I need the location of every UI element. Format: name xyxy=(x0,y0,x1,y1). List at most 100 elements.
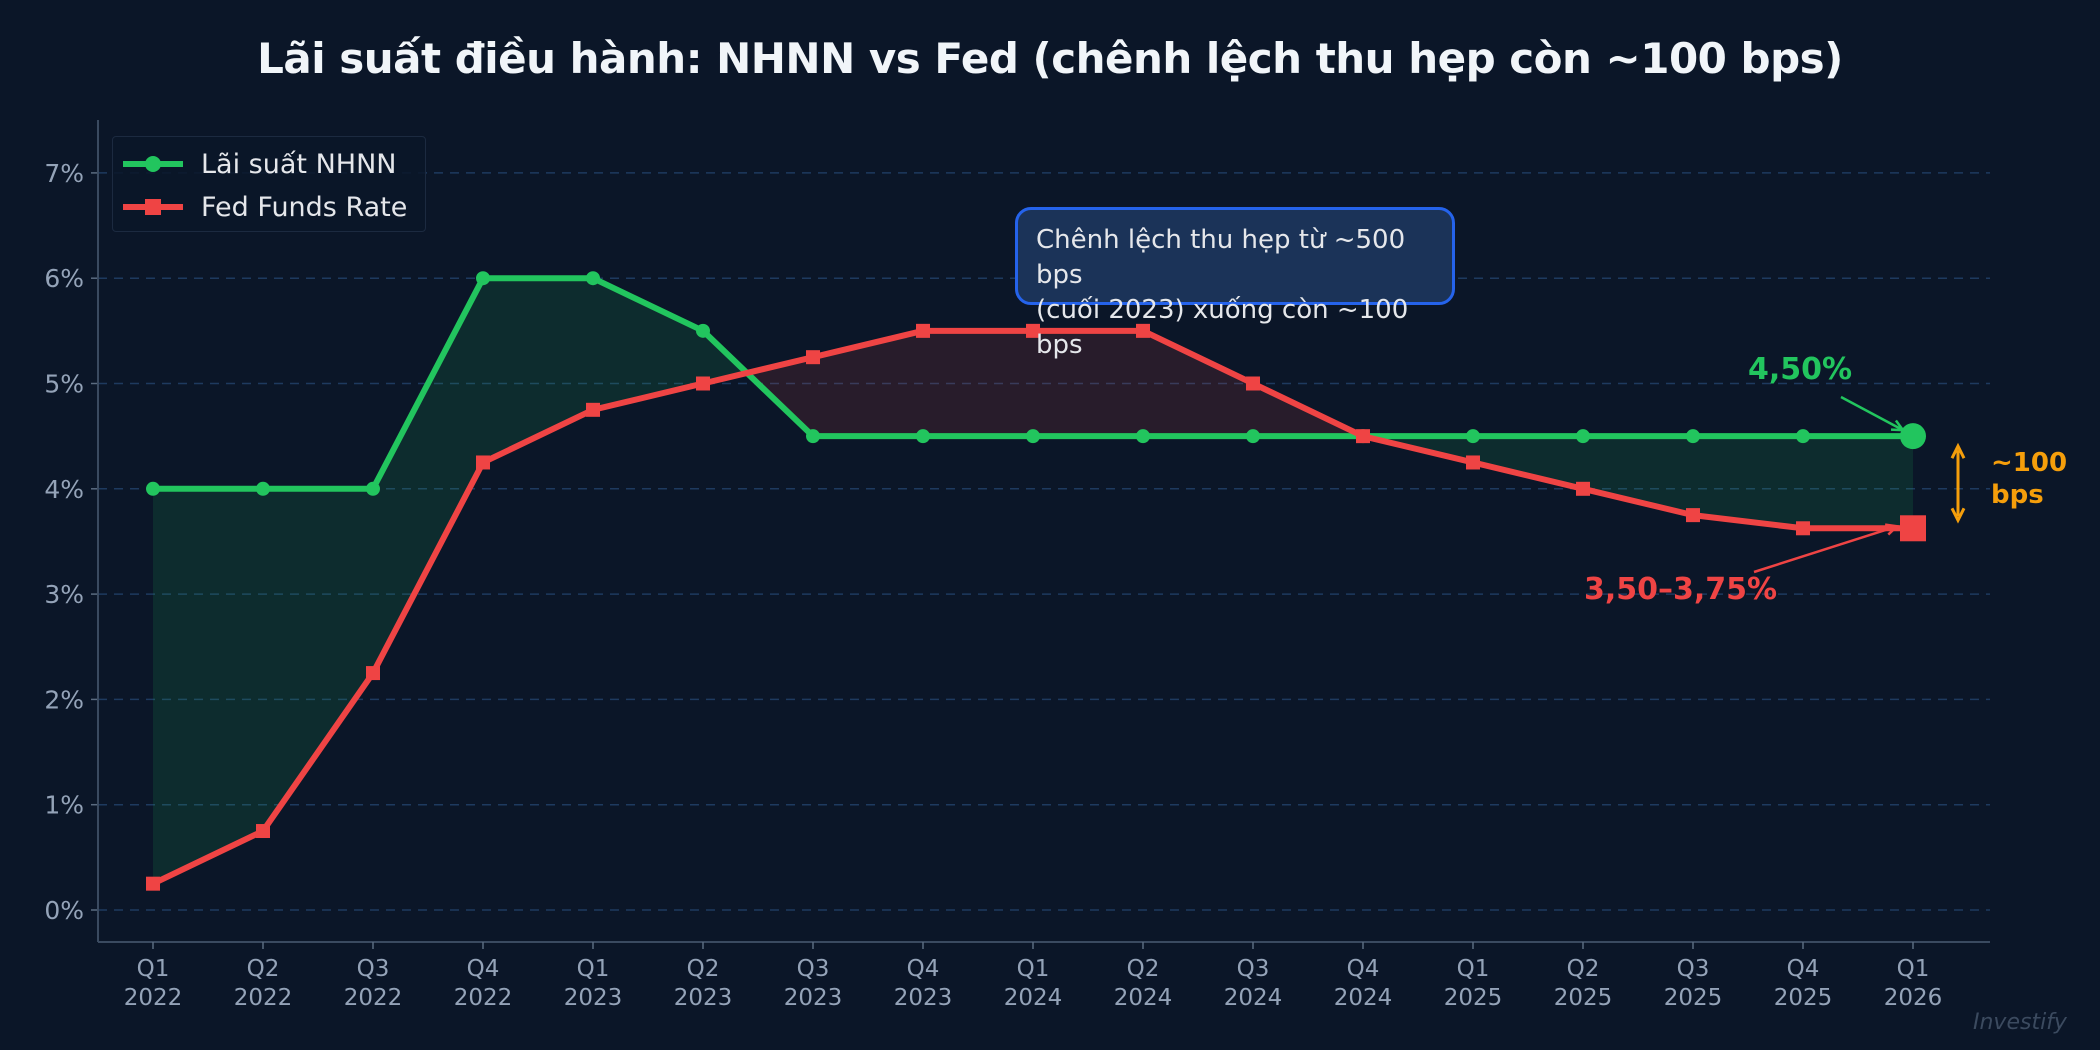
x-tick-label: 2023 xyxy=(784,985,843,1011)
x-tick-label: 2022 xyxy=(344,985,403,1011)
nhnn-point xyxy=(696,323,710,338)
fed-point xyxy=(366,666,380,681)
x-tick-label: Q4 xyxy=(1347,956,1380,982)
y-tick-label: 3% xyxy=(44,580,84,609)
x-tick-label: 2024 xyxy=(1224,985,1283,1011)
nhnn-point xyxy=(916,429,930,444)
positive-spread-fill xyxy=(1803,436,1913,529)
gap-label-line: ~100 xyxy=(1991,448,2068,478)
nhnn-point xyxy=(476,271,490,286)
y-tick-label: 5% xyxy=(44,370,84,399)
x-tick-label: Q4 xyxy=(907,956,940,982)
x-tick-label: 2024 xyxy=(1004,985,1063,1011)
fed-point xyxy=(1686,508,1700,523)
square-marker-icon xyxy=(123,199,183,215)
positive-spread-fill xyxy=(1693,436,1803,529)
fed-point xyxy=(1796,521,1810,536)
x-tick-label: 2024 xyxy=(1334,985,1393,1011)
nhnn-point xyxy=(1136,429,1150,444)
x-tick-label: 2024 xyxy=(1114,985,1173,1011)
x-tick-label: Q2 xyxy=(1127,956,1160,982)
x-tick-label: Q3 xyxy=(1237,956,1270,982)
x-tick-label: Q1 xyxy=(137,956,170,982)
x-tick-label: Q3 xyxy=(797,956,830,982)
y-tick-label: 0% xyxy=(44,896,84,925)
nhnn-point xyxy=(1576,429,1590,444)
x-tick-label: 2025 xyxy=(1444,985,1503,1011)
gap-label: ~100 bps xyxy=(1991,447,2067,511)
fed-point xyxy=(1356,429,1370,444)
circle-marker-icon xyxy=(123,156,183,172)
x-tick-label: Q4 xyxy=(467,956,500,982)
y-tick-label: 1% xyxy=(44,791,84,820)
negative-spread-fill xyxy=(923,330,1033,437)
nhnn-point xyxy=(1686,429,1700,444)
chart-title: Lãi suất điều hành: NHNN vs Fed (chênh l… xyxy=(257,34,1843,83)
gap-arrow-head xyxy=(1950,507,1966,524)
x-tick-label: Q3 xyxy=(1677,956,1710,982)
fed-point xyxy=(1900,515,1926,542)
fed-point xyxy=(1246,376,1260,391)
fed-point xyxy=(1466,455,1480,470)
y-tick-label: 2% xyxy=(44,685,84,714)
positive-spread-fill xyxy=(1473,436,1583,489)
fed-point xyxy=(256,824,270,839)
fed-point xyxy=(1576,481,1590,496)
x-tick-label: Q3 xyxy=(357,956,390,982)
x-tick-label: 2022 xyxy=(124,985,183,1011)
nhnn-point xyxy=(146,481,160,496)
x-tick-label: 2022 xyxy=(234,985,293,1011)
negative-spread-fill xyxy=(813,330,923,437)
legend-label: Lãi suất NHNN xyxy=(201,148,397,180)
nhnn-point xyxy=(586,271,600,286)
x-tick-label: 2023 xyxy=(674,985,733,1011)
y-tick-label: 6% xyxy=(44,264,84,293)
negative-spread-fill xyxy=(1033,330,1143,437)
positive-spread-fill xyxy=(373,278,483,674)
x-tick-label: 2025 xyxy=(1774,985,1833,1011)
nhnn-point xyxy=(1900,423,1926,450)
x-tick-label: 2023 xyxy=(564,985,623,1011)
fed-point xyxy=(476,455,490,470)
x-tick-label: 2026 xyxy=(1884,985,1943,1011)
fed-end-label: 3,50–3,75% xyxy=(1584,572,1778,607)
nhnn-point xyxy=(1026,429,1040,444)
nhnn-point xyxy=(256,481,270,496)
fed-point xyxy=(1136,323,1150,338)
nhnn-point xyxy=(366,481,380,496)
fed-point xyxy=(146,876,160,891)
legend-label: Fed Funds Rate xyxy=(201,191,408,223)
positive-spread-fill xyxy=(263,488,373,832)
annotation-line: Chênh lệch thu hẹp từ ~500 bps xyxy=(1036,225,1406,290)
fed-point xyxy=(696,376,710,391)
fed-arrow xyxy=(1753,525,1898,574)
x-tick-label: Q1 xyxy=(577,956,610,982)
x-tick-label: Q2 xyxy=(1567,956,1600,982)
watermark: Investify xyxy=(1973,1010,2067,1035)
x-tick-label: Q1 xyxy=(1457,956,1490,982)
x-tick-label: 2025 xyxy=(1664,985,1723,1011)
positive-spread-fill xyxy=(483,278,593,463)
x-tick-label: 2023 xyxy=(894,985,953,1011)
legend-item-fed: Fed Funds Rate xyxy=(123,187,407,227)
nhnn-arrow xyxy=(1840,395,1904,432)
negative-spread-fill xyxy=(1143,330,1253,437)
y-tick-label: 4% xyxy=(44,475,84,504)
y-tick-label: 7% xyxy=(44,159,84,188)
fed-arrow-head xyxy=(1884,523,1900,536)
nhnn-point xyxy=(1246,429,1260,444)
x-tick-label: Q2 xyxy=(687,956,720,982)
fed-point xyxy=(916,323,930,338)
nhnn-point xyxy=(1796,429,1810,444)
gap-label-line: bps xyxy=(1991,480,2044,510)
legend-item-nhnn: Lãi suất NHNN xyxy=(123,144,396,184)
annotation-box: Chênh lệch thu hẹp từ ~500 bps (cuối 202… xyxy=(1015,207,1455,360)
positive-spread-fill xyxy=(1583,436,1693,516)
nhnn-arrow-head xyxy=(1890,419,1906,432)
positive-spread-fill xyxy=(593,278,703,410)
positive-spread-fill xyxy=(153,488,263,884)
x-tick-label: 2025 xyxy=(1554,985,1613,1011)
x-tick-label: Q1 xyxy=(1897,956,1930,982)
fed-point xyxy=(806,350,820,365)
